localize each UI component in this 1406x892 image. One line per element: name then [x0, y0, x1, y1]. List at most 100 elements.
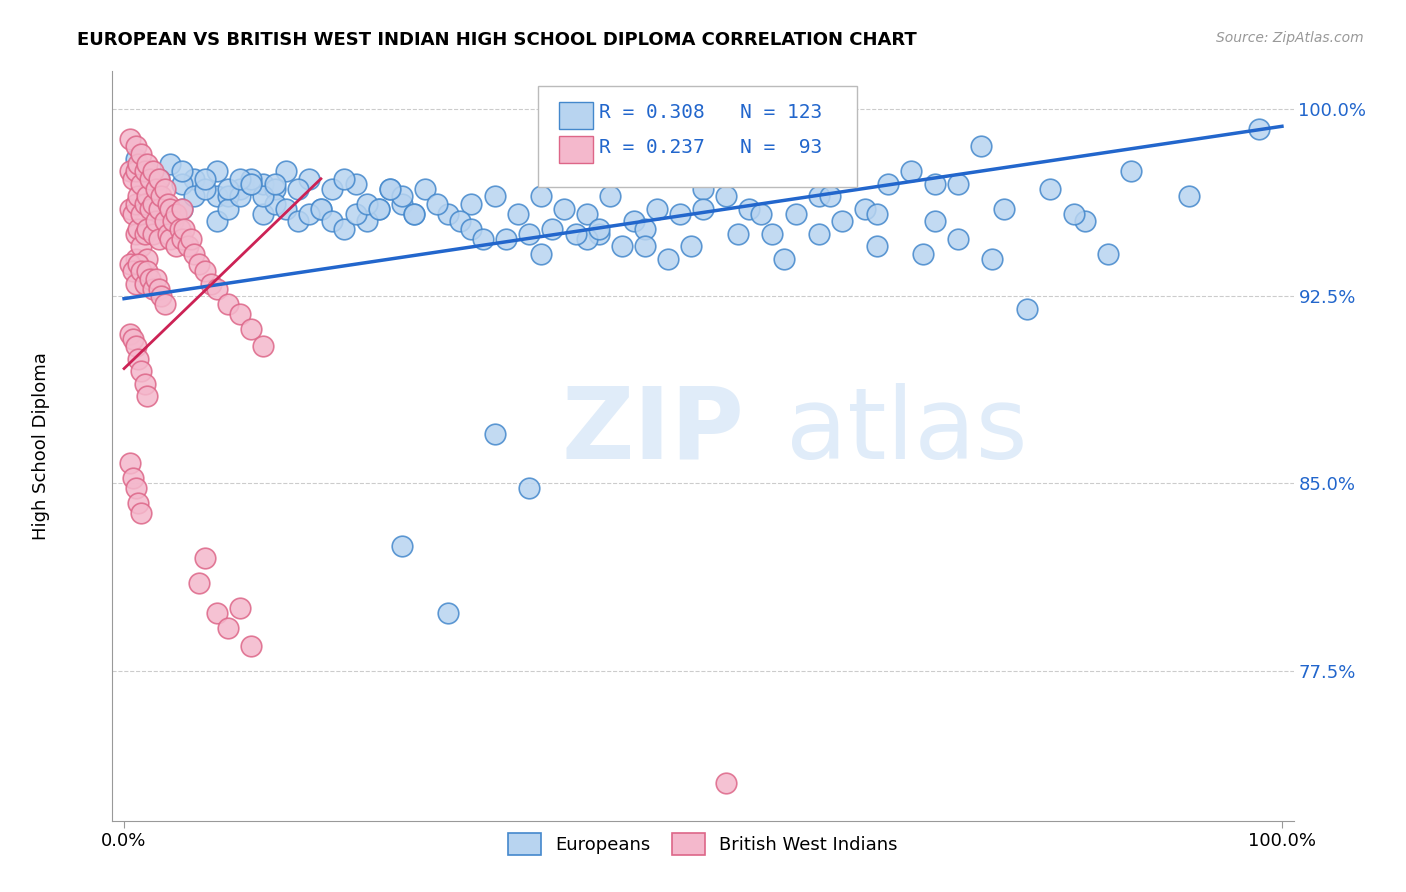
Point — [145, 214, 167, 228]
Point — [623, 214, 645, 228]
Point — [159, 214, 181, 228]
Point — [134, 164, 156, 178]
Point — [1178, 189, 1201, 203]
Point — [150, 289, 173, 303]
Point — [131, 177, 153, 191]
Point — [1039, 182, 1062, 196]
Point — [127, 351, 149, 366]
Point — [118, 202, 141, 216]
Point — [205, 282, 228, 296]
Point — [911, 246, 934, 260]
Point — [127, 496, 149, 510]
Point — [356, 214, 378, 228]
Point — [136, 264, 159, 278]
Point — [131, 146, 153, 161]
Point — [205, 607, 228, 621]
Point — [136, 252, 159, 266]
Point — [517, 227, 540, 241]
Point — [692, 182, 714, 196]
Point — [159, 202, 181, 216]
Point — [229, 189, 252, 203]
Point — [124, 252, 146, 266]
Point — [263, 196, 285, 211]
Point — [276, 202, 298, 216]
Point — [714, 189, 737, 203]
Point — [380, 182, 402, 196]
Point — [1074, 214, 1097, 228]
Point — [229, 182, 252, 196]
Point — [391, 189, 413, 203]
Point — [970, 139, 993, 153]
Point — [437, 607, 460, 621]
Point — [738, 202, 761, 216]
Point — [727, 227, 749, 241]
Point — [153, 214, 176, 228]
Point — [240, 639, 263, 653]
Point — [170, 164, 193, 178]
Point — [946, 177, 969, 191]
Point — [1247, 121, 1270, 136]
Point — [924, 214, 946, 228]
Point — [142, 282, 165, 296]
Point — [170, 232, 193, 246]
Point — [287, 214, 309, 228]
Point — [124, 339, 146, 353]
Text: R = 0.308   N = 123: R = 0.308 N = 123 — [599, 103, 823, 122]
Point — [657, 252, 679, 266]
Point — [169, 221, 191, 235]
Y-axis label: High School Diploma: High School Diploma — [32, 352, 51, 540]
Point — [217, 202, 239, 216]
Point — [118, 457, 141, 471]
Point — [252, 177, 274, 191]
Point — [127, 189, 149, 203]
Point — [402, 207, 425, 221]
Point — [298, 171, 321, 186]
Point — [157, 227, 180, 241]
Point — [517, 482, 540, 496]
Point — [131, 364, 153, 378]
Point — [333, 171, 356, 186]
Point — [145, 182, 167, 196]
Point — [136, 164, 159, 178]
Point — [1063, 207, 1085, 221]
Point — [200, 277, 222, 291]
Point — [576, 207, 599, 221]
Point — [367, 202, 389, 216]
Point — [413, 182, 436, 196]
Point — [136, 389, 159, 403]
Point — [153, 182, 176, 196]
Point — [576, 232, 599, 246]
Point — [391, 539, 413, 553]
Point — [173, 221, 195, 235]
Point — [749, 207, 772, 221]
Point — [153, 296, 176, 310]
Point — [124, 277, 146, 291]
Point — [981, 252, 1004, 266]
Point — [217, 621, 239, 635]
Point — [785, 207, 807, 221]
Point — [681, 239, 703, 253]
Point — [138, 271, 160, 285]
Point — [263, 177, 285, 191]
Point — [553, 202, 575, 216]
Point — [159, 157, 181, 171]
Text: ZIP: ZIP — [561, 383, 744, 480]
Point — [194, 551, 217, 566]
Point — [866, 207, 889, 221]
Point — [426, 196, 449, 211]
Point — [165, 207, 187, 221]
Point — [924, 177, 946, 191]
Point — [183, 189, 205, 203]
Point — [564, 227, 586, 241]
Point — [634, 221, 657, 235]
Point — [240, 177, 263, 191]
Point — [472, 232, 495, 246]
Point — [402, 207, 425, 221]
Point — [170, 202, 193, 216]
Point — [183, 246, 205, 260]
Point — [124, 152, 146, 166]
Point — [541, 221, 564, 235]
Point — [170, 202, 193, 216]
Point — [240, 177, 263, 191]
Point — [599, 189, 621, 203]
